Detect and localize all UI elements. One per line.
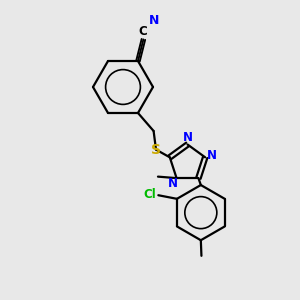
Text: Cl: Cl (144, 188, 156, 201)
Text: S: S (151, 142, 161, 157)
Text: N: N (149, 14, 159, 27)
Text: N: N (182, 131, 193, 144)
Text: C: C (138, 25, 147, 38)
Text: N: N (168, 177, 178, 190)
Text: N: N (206, 149, 217, 162)
